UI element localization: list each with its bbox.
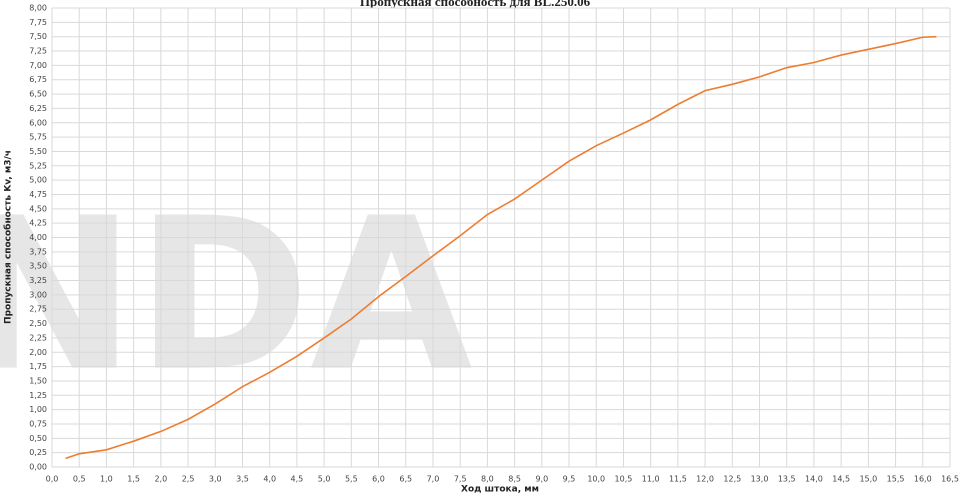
data-line	[65, 35, 937, 460]
y-tick-label: 6,25	[29, 104, 47, 113]
x-tick-label: 4,0	[263, 475, 276, 484]
x-tick-label: 8,5	[508, 475, 521, 484]
x-tick-label: 0,5	[73, 475, 86, 484]
x-tick-label: 10,5	[615, 475, 633, 484]
chart-title: Пропускная способность для BL.250.06	[360, 0, 591, 9]
x-tick-label: 2,5	[182, 475, 195, 484]
x-tick-label: 7,5	[454, 475, 467, 484]
x-tick-label: 3,0	[209, 475, 222, 484]
x-tick-label: 14,5	[832, 475, 850, 484]
y-tick-label: 5,75	[29, 133, 47, 142]
x-tick-label: 16,0	[914, 475, 932, 484]
x-tick-label: 12,5	[723, 475, 741, 484]
y-tick-label: 5,50	[29, 147, 47, 156]
x-tick-label: 7,0	[427, 475, 440, 484]
y-tick-label: 6,50	[29, 90, 47, 99]
y-tick-label: 2,25	[29, 333, 47, 342]
x-tick-label: 1,0	[100, 475, 113, 484]
y-tick-label: 2,50	[29, 319, 47, 328]
y-tick-label: 6,75	[29, 75, 47, 84]
y-tick-label: 5,00	[29, 176, 47, 185]
x-tick-label: 13,5	[778, 475, 796, 484]
x-tick-label: 8,0	[481, 475, 494, 484]
x-tick-label: 9,0	[535, 475, 548, 484]
y-tick-label: 4,75	[29, 190, 47, 199]
y-axis-label: Пропускная способность Kv, м3/ч	[3, 150, 14, 324]
y-tick-label: 5,25	[29, 161, 47, 170]
y-tick-label: 6,00	[29, 118, 47, 127]
y-tick-label: 0,50	[29, 434, 47, 443]
x-tick-label: 12,0	[696, 475, 714, 484]
x-tick-label: 2,0	[154, 475, 167, 484]
y-tick-label: 3,75	[29, 247, 47, 256]
y-tick-label: 4,50	[29, 204, 47, 213]
x-tick-label: 5,5	[345, 475, 358, 484]
y-tick-label: 0,75	[29, 419, 47, 428]
x-tick-label: 11,5	[669, 475, 687, 484]
x-tick-label: 11,0	[642, 475, 660, 484]
y-tick-label: 1,75	[29, 362, 47, 371]
y-tick-label: 1,25	[29, 391, 47, 400]
y-tick-label: 7,75	[29, 18, 47, 27]
x-tick-label: 14,0	[805, 475, 823, 484]
y-tick-label: 7,50	[29, 32, 47, 41]
x-tick-label: 0,0	[46, 475, 59, 484]
y-tick-label: 2,75	[29, 305, 47, 314]
y-tick-label: 1,50	[29, 376, 47, 385]
x-tick-label: 3,5	[236, 475, 249, 484]
x-tick-label: 15,0	[859, 475, 877, 484]
y-tick-label: 8,00	[29, 4, 47, 13]
y-tick-label: 3,50	[29, 262, 47, 271]
x-tick-label: 10,0	[587, 475, 605, 484]
y-tick-label: 7,00	[29, 61, 47, 70]
x-tick-label: 1,5	[127, 475, 140, 484]
y-tick-label: 4,25	[29, 219, 47, 228]
x-tick-label: 16,5	[941, 475, 959, 484]
x-tick-label: 13,0	[751, 475, 769, 484]
x-tick-label: 6,5	[399, 475, 412, 484]
y-tick-label: 3,25	[29, 276, 47, 285]
x-tick-label: 9,5	[563, 475, 576, 484]
x-tick-label: 15,5	[887, 475, 905, 484]
x-tick-label: 6,0	[372, 475, 385, 484]
y-tick-label: 4,00	[29, 233, 47, 242]
y-tick-label: 7,25	[29, 47, 47, 56]
y-tick-label: 0,25	[29, 448, 47, 457]
y-tick-label: 0,00	[29, 463, 47, 472]
y-tick-label: 2,00	[29, 348, 47, 357]
x-tick-label: 5,0	[318, 475, 331, 484]
y-tick-label: 3,00	[29, 290, 47, 299]
y-tick-label: 1,00	[29, 405, 47, 414]
x-axis-label: Ход штока, мм	[461, 485, 539, 494]
x-tick-label: 4,5	[291, 475, 304, 484]
